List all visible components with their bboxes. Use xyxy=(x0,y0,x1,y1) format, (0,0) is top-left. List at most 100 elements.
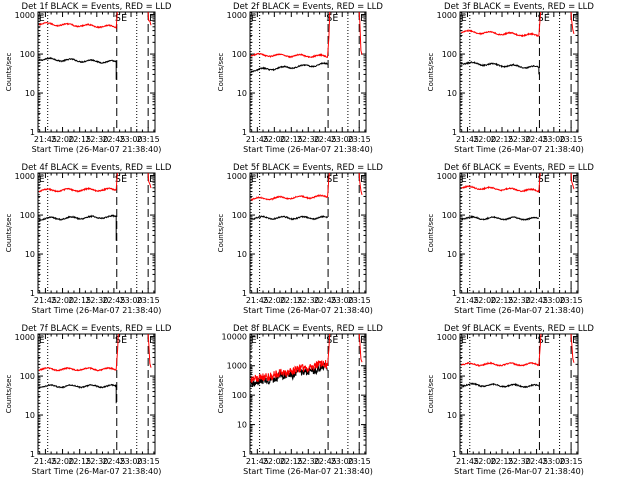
x-tick-label: 23:15 xyxy=(137,296,160,305)
y-tick-label: 100 xyxy=(442,211,457,220)
x-tick-label: 22:00 xyxy=(473,457,496,466)
x-tick-label: 21:45 xyxy=(246,135,269,144)
chart-panel-4: Det 4f BLACK = Events, RED = LLD 1 10 100 10… xyxy=(5,163,172,315)
y-axis-label: Counts/sec xyxy=(427,214,435,253)
series-line-lld xyxy=(250,12,331,59)
chart-panel-5: Det 5f BLACK = Events, RED = LLD 1 10 100 10… xyxy=(217,163,383,315)
event-marker-label: E xyxy=(149,335,155,346)
plot-frame xyxy=(249,333,367,455)
y-tick-label: 1 xyxy=(452,128,457,137)
event-marker-label: E xyxy=(360,174,366,185)
series-line-lld-tail xyxy=(570,334,575,363)
x-tick-label: 22:15 xyxy=(68,135,91,144)
series-line-lld xyxy=(38,173,118,193)
start-marker-glyph: Ë xyxy=(461,335,467,346)
x-tick-label: 21:45 xyxy=(246,457,269,466)
y-tick-label: 10 xyxy=(447,89,457,98)
event-marker-label: E xyxy=(572,335,578,346)
plot-frame xyxy=(459,172,579,294)
y-tick-label: 10000 xyxy=(222,332,247,341)
y-axis-label: Counts/sec xyxy=(217,53,225,92)
y-tick-label: 10 xyxy=(447,411,457,420)
x-tick-label: 22:00 xyxy=(263,457,286,466)
x-tick-label: 21:45 xyxy=(34,135,57,144)
event-marker-label: E xyxy=(332,335,338,346)
event-marker-label: E xyxy=(544,13,550,24)
y-tick-label: 1 xyxy=(30,128,35,137)
y-axis-label: Counts/sec xyxy=(427,375,435,414)
x-tick-label: 23:15 xyxy=(348,296,371,305)
chart-panel-8: Det 8f BLACK = Events, RED = LLD 1 10 100 10… xyxy=(217,324,383,476)
y-axis-label: Counts/sec xyxy=(427,53,435,92)
x-tick-label: 23:00 xyxy=(119,457,142,466)
chart-title: Det 7f BLACK = Events, RED = LLD xyxy=(22,324,172,334)
y-tick-label: 1 xyxy=(242,128,247,137)
x-tick-label: 22:00 xyxy=(473,296,496,305)
x-tick-label: 22:30 xyxy=(508,457,531,466)
y-tick-label: 100 xyxy=(20,50,35,59)
x-tick-label: 23:00 xyxy=(331,457,354,466)
x-tick-label: 22:30 xyxy=(297,135,320,144)
y-tick-label: 10 xyxy=(25,89,35,98)
y-tick-label: 100 xyxy=(232,211,247,220)
y-tick-label: 1000 xyxy=(15,11,35,20)
x-tick-label: 22:30 xyxy=(297,457,320,466)
series-line-lld xyxy=(38,12,118,30)
plot-frame xyxy=(249,172,367,294)
x-tick-label: 22:15 xyxy=(68,296,91,305)
x-tick-label: 22:00 xyxy=(51,296,74,305)
series-line-lld-tail xyxy=(570,12,575,34)
x-tick-label: 22:15 xyxy=(280,457,303,466)
x-tick-label: 22:30 xyxy=(85,135,108,144)
event-marker-label: E xyxy=(360,13,366,24)
x-tick-label: 23:15 xyxy=(348,135,371,144)
x-tick-label: 22:45 xyxy=(102,135,125,144)
event-marker-label: E xyxy=(332,174,338,185)
x-tick-label: 23:15 xyxy=(560,135,583,144)
event-marker-label: E xyxy=(572,174,578,185)
chart-panel-2: Det 2f BLACK = Events, RED = LLD 1 10 100 10… xyxy=(217,2,383,154)
series-line-lld-tail xyxy=(358,12,363,55)
chart-panel-1: Det 1f BLACK = Events, RED = LLD 1 10 100 10… xyxy=(5,2,172,154)
x-tick-label: 22:00 xyxy=(263,135,286,144)
start-marker-glyph: Ë xyxy=(251,174,257,185)
event-marker-label: E xyxy=(121,335,127,346)
event-marker-label: E xyxy=(121,174,127,185)
chart-title: Det 9f BLACK = Events, RED = LLD xyxy=(444,324,594,334)
plot-frame xyxy=(249,11,367,133)
event-marker-label: S xyxy=(538,174,544,185)
series-line-events xyxy=(461,61,540,75)
chart-title: Det 6f BLACK = Events, RED = LLD xyxy=(444,163,594,173)
y-axis-label: Counts/sec xyxy=(5,375,13,414)
plot-frame xyxy=(37,333,156,455)
start-marker-glyph: Ë xyxy=(39,335,45,346)
y-tick-label: 1000 xyxy=(437,333,457,342)
x-tick-label: 21:45 xyxy=(456,296,479,305)
y-axis-label: Counts/sec xyxy=(217,375,225,414)
x-tick-label: 22:45 xyxy=(314,296,337,305)
x-tick-label: 22:45 xyxy=(314,457,337,466)
chart-panel-9: Det 9f BLACK = Events, RED = LLD 1 10 100 10… xyxy=(427,324,594,476)
x-tick-label: 22:45 xyxy=(314,135,337,144)
y-tick-label: 100 xyxy=(20,211,35,220)
chart-title: Det 1f BLACK = Events, RED = LLD xyxy=(22,2,172,12)
series-line-lld xyxy=(250,173,330,202)
start-marker-glyph: Ë xyxy=(251,13,257,24)
y-tick-label: 1000 xyxy=(227,172,247,181)
x-tick-label: 22:45 xyxy=(525,457,548,466)
x-tick-label: 23:15 xyxy=(348,457,371,466)
x-axis-label: Start Time (26-Mar-07 21:38:40) xyxy=(454,145,584,154)
start-marker-glyph: Ë xyxy=(251,335,257,346)
x-tick-label: 21:45 xyxy=(456,457,479,466)
y-tick-label: 1000 xyxy=(227,11,247,20)
chart-panel-3: Det 3f BLACK = Events, RED = LLD 1 10 100 10… xyxy=(427,2,594,154)
x-axis-label: Start Time (26-Mar-07 21:38:40) xyxy=(454,467,584,476)
y-tick-label: 1000 xyxy=(227,362,247,371)
start-marker-glyph: Ë xyxy=(461,13,467,24)
event-marker-label: S xyxy=(115,174,121,185)
event-marker-label: E xyxy=(544,335,550,346)
x-tick-label: 23:15 xyxy=(137,135,160,144)
series-line-events xyxy=(460,382,539,389)
series-line-events xyxy=(250,61,328,73)
